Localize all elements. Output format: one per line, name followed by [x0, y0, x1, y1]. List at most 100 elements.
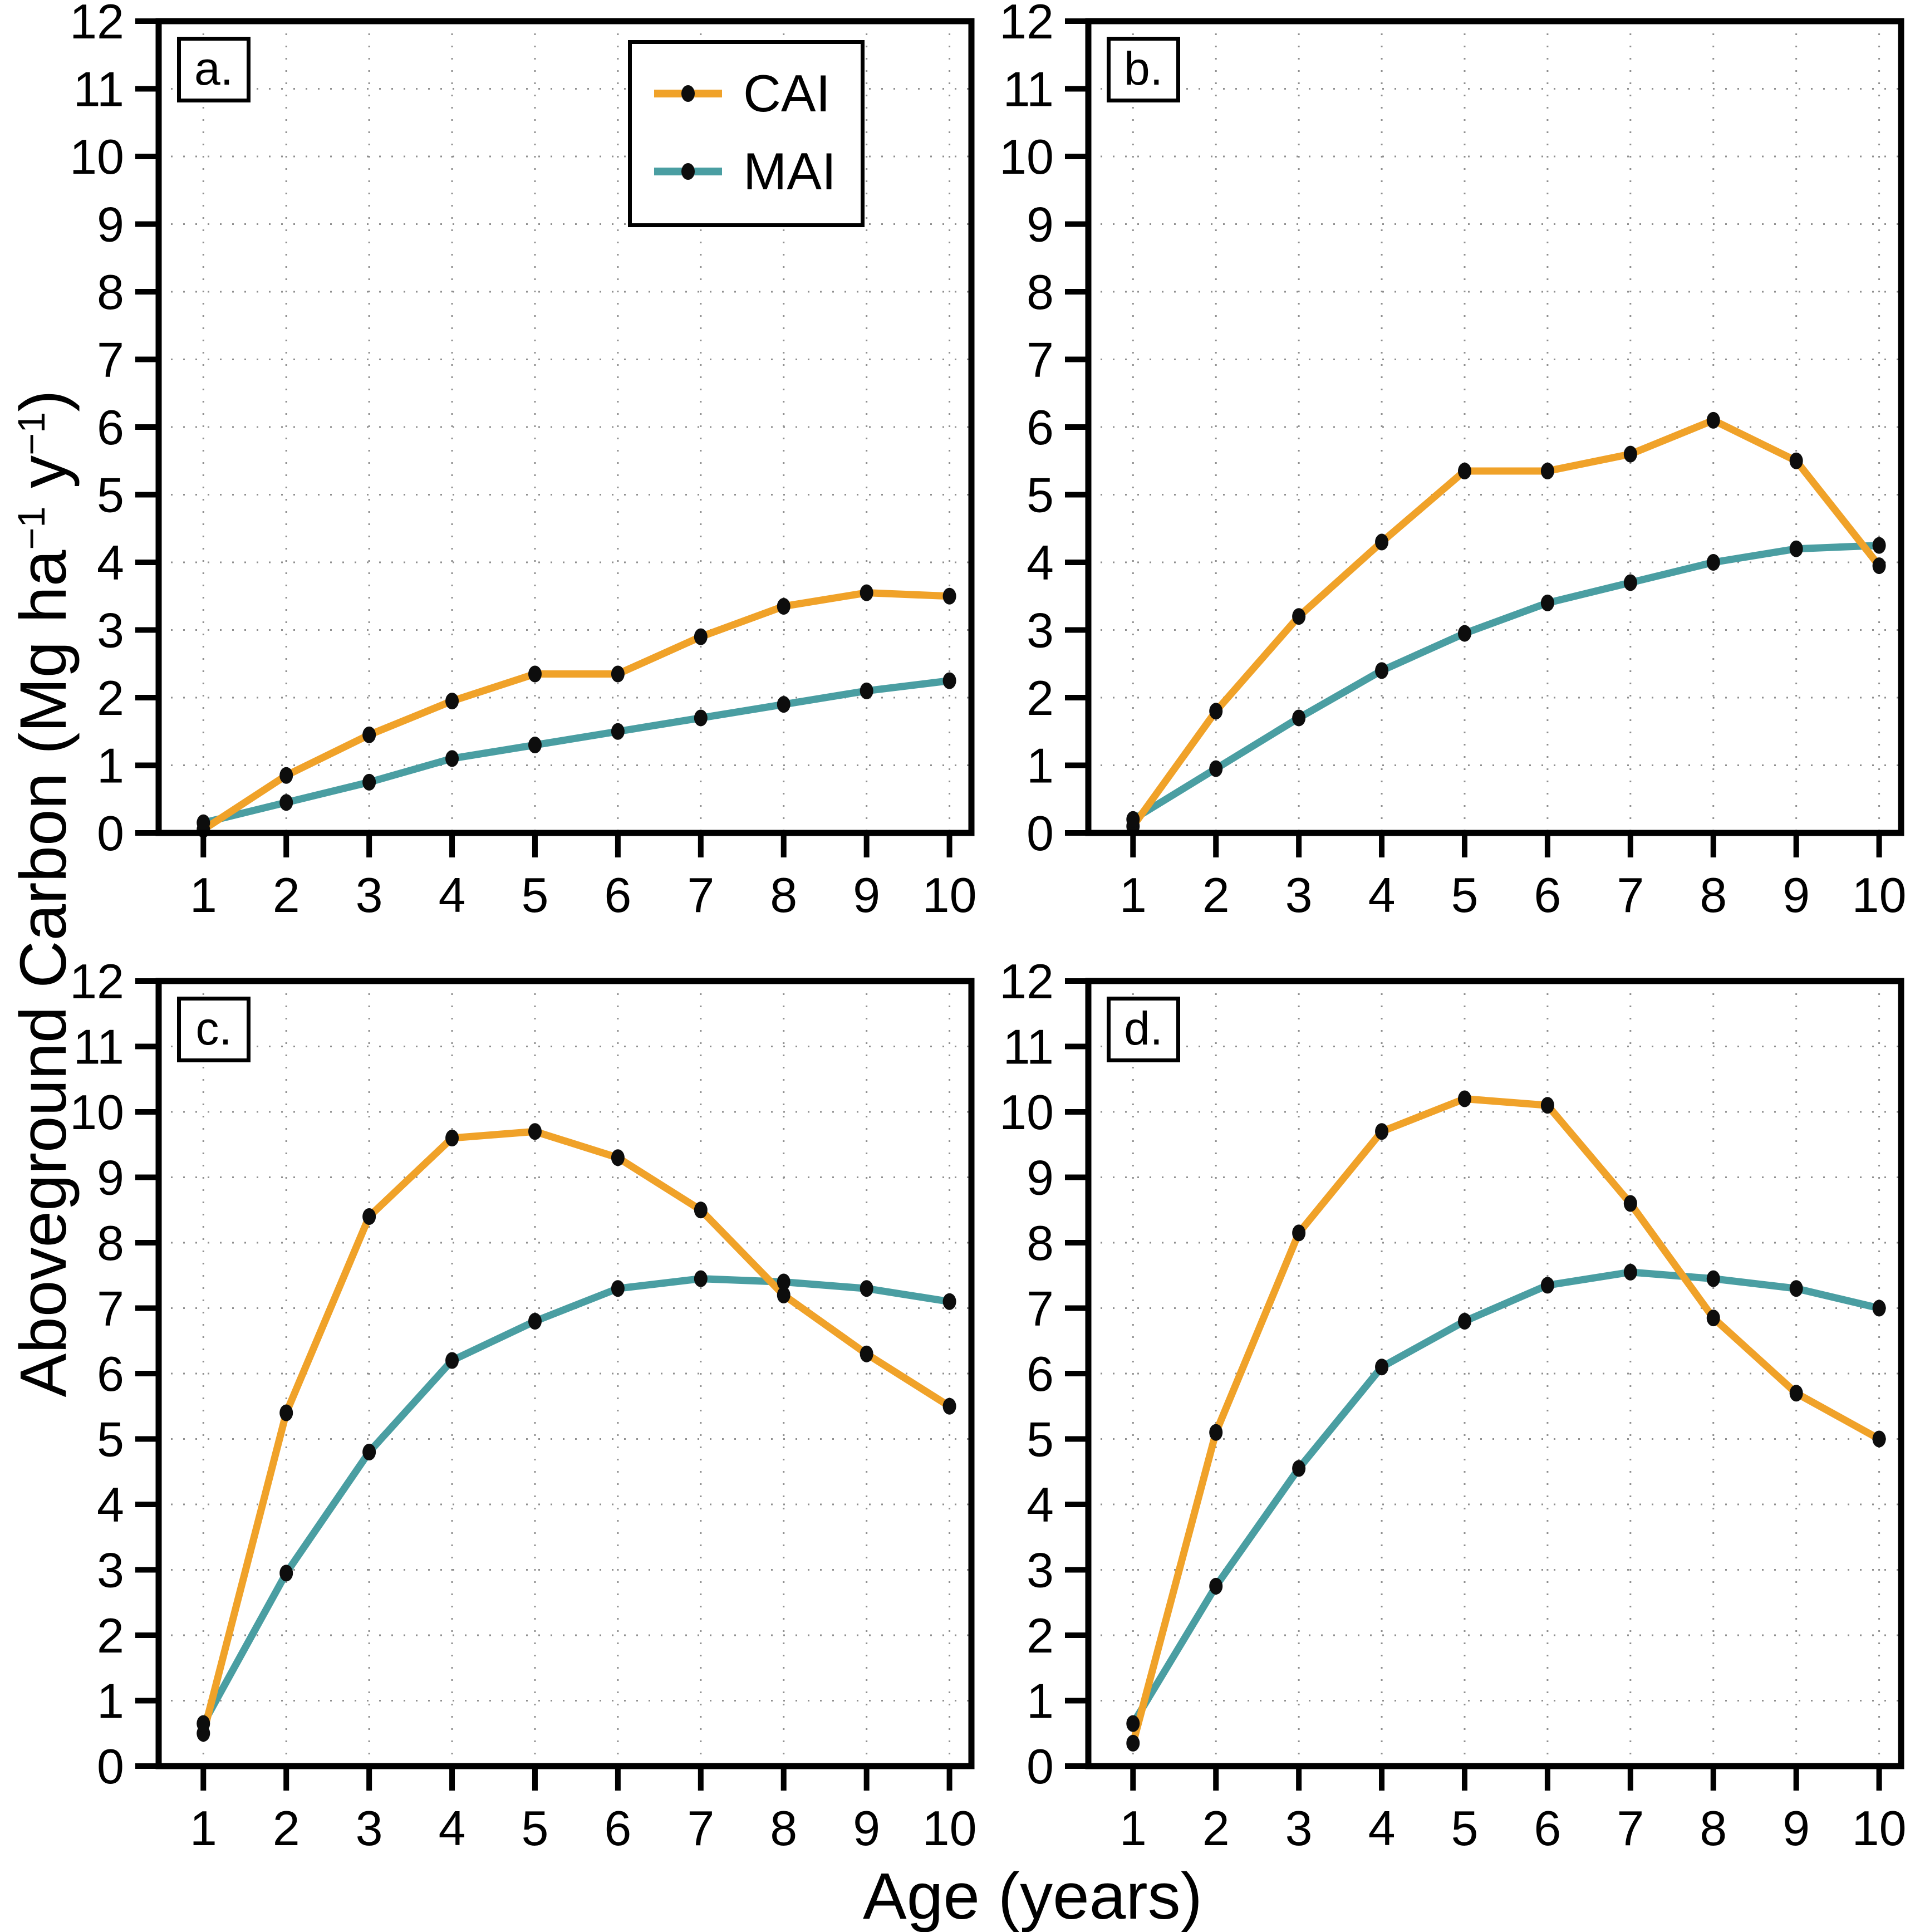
x-tick-label: 9 — [853, 867, 880, 923]
y-tick-label: 6 — [1027, 1346, 1054, 1401]
x-tick-label: 10 — [1852, 1801, 1907, 1856]
x-tick-label: 10 — [1852, 867, 1907, 923]
x-tick-label: 5 — [522, 867, 549, 923]
ylabel-superscript: −1 — [10, 506, 53, 550]
panel-label-a: a. — [177, 37, 251, 102]
panel-label-b: b. — [1107, 37, 1180, 102]
marker-cai-age-2 — [1209, 1424, 1223, 1441]
x-tick-label: 4 — [439, 867, 466, 923]
x-tick-label: 6 — [1534, 867, 1561, 923]
panel-label-c: c. — [177, 997, 251, 1062]
marker-cai-age-6 — [1540, 1097, 1554, 1114]
y-tick-label: 6 — [97, 1346, 124, 1401]
y-tick-label: 6 — [97, 400, 124, 455]
marker-cai-age-10 — [942, 587, 956, 605]
marker-mai-age-9 — [1789, 540, 1803, 557]
legend: CAI MAI — [628, 40, 865, 227]
y-tick-label: 3 — [97, 1543, 124, 1598]
y-tick-label: 12 — [999, 954, 1054, 1009]
x-tick-label: 8 — [1700, 867, 1727, 923]
x-tick-label: 6 — [1534, 1801, 1561, 1856]
x-tick-label: 2 — [273, 1801, 300, 1856]
x-tick-label: 2 — [273, 867, 300, 923]
plot-border — [155, 978, 975, 1769]
gridlines — [159, 21, 971, 833]
y-tick-label: 9 — [1027, 197, 1054, 252]
marker-cai-age-6 — [611, 1149, 625, 1166]
gridlines — [159, 981, 971, 1766]
y-tick-label: 11 — [1003, 1019, 1054, 1075]
y-tick-label: 9 — [97, 1150, 124, 1205]
marker-mai-age-3 — [1292, 1460, 1306, 1477]
marker-cai-age-4 — [445, 1130, 459, 1146]
marker-mai-age-2 — [1209, 760, 1223, 777]
marker-mai-age-4 — [445, 750, 459, 767]
y-tick-label: 4 — [1027, 535, 1054, 590]
marker-cai-age-7 — [1623, 445, 1637, 463]
marker-mai-age-6 — [611, 1280, 625, 1297]
x-tick-label: 3 — [1285, 867, 1313, 923]
marker-mai-age-4 — [1375, 662, 1389, 679]
marker-mai-age-7 — [694, 709, 708, 727]
marker-mai-age-4 — [445, 1352, 459, 1369]
marker-cai-age-5 — [528, 665, 542, 683]
ylabel-text: Aboveground Carbon (Mg ha — [7, 550, 80, 1397]
y-tick-label: 3 — [1027, 603, 1054, 658]
marker-mai-age-9 — [860, 682, 873, 699]
y-tick-label: 12 — [70, 0, 124, 49]
series-markers — [1126, 411, 1886, 835]
marker-mai-age-8 — [777, 1273, 790, 1291]
marker-mai-age-8 — [777, 696, 790, 713]
marker-cai-age-5 — [528, 1123, 542, 1140]
marker-cai-age-4 — [1375, 533, 1389, 551]
y-tick-label: 11 — [73, 62, 124, 117]
y-tick-label: 5 — [1027, 1412, 1054, 1467]
panel-label-d: d. — [1107, 997, 1180, 1062]
marker-cai-age-9 — [1789, 452, 1803, 469]
x-tick-label: 8 — [770, 867, 797, 923]
axis-ticks — [1065, 18, 1882, 857]
marker-mai-age-10 — [1872, 1300, 1886, 1317]
y-tick-label: 11 — [73, 1019, 124, 1075]
cai-swatch — [654, 85, 722, 102]
x-tick-label: 6 — [604, 867, 631, 923]
x-tick-label: 4 — [1368, 1801, 1396, 1856]
x-tick-label: 10 — [922, 1801, 977, 1856]
y-tick-label: 4 — [1027, 1477, 1054, 1532]
y-tick-label: 2 — [1027, 670, 1054, 725]
line-cai — [199, 1127, 954, 1737]
marker-mai-age-1 — [1126, 1715, 1140, 1732]
gridlines — [1088, 981, 1901, 1766]
legend-label-cai: CAI — [743, 64, 831, 122]
axis-ticks — [1065, 978, 1882, 1791]
marker-mai-age-2 — [279, 794, 293, 811]
y-tick-label: 1 — [1027, 1674, 1054, 1729]
y-axis-title: Aboveground Carbon (Mg ha−1 y−1) — [6, 390, 81, 1397]
marker-mai-age-2 — [1209, 1577, 1223, 1595]
y-tick-label: 10 — [70, 1085, 124, 1140]
marker-mai-age-6 — [1540, 594, 1554, 611]
marker-cai-age-8 — [777, 597, 790, 615]
plot-border — [1085, 978, 1904, 1769]
series-markers — [197, 1123, 956, 1742]
series-lines — [1129, 416, 1883, 830]
mai-marker-dot-icon — [681, 163, 695, 180]
line-cai — [1129, 416, 1883, 830]
x-tick-label: 4 — [439, 1801, 466, 1856]
y-tick-label: 10 — [70, 129, 124, 184]
line-cai — [1129, 1095, 1883, 1747]
marker-mai-age-3 — [1292, 709, 1306, 727]
series-lines — [199, 589, 954, 833]
x-tick-labels: 1 2 3 4 5 6 7 8 9 10 — [190, 1801, 977, 1856]
y-tick-label: 1 — [1027, 738, 1054, 793]
x-tick-label: 6 — [604, 1801, 631, 1856]
y-tick-label: 12 — [999, 0, 1054, 49]
x-tick-label: 3 — [1285, 1801, 1313, 1856]
x-tick-label: 5 — [1451, 867, 1479, 923]
marker-mai-age-3 — [362, 1444, 376, 1460]
x-tick-label: 2 — [1202, 867, 1230, 923]
marker-mai-age-9 — [860, 1280, 873, 1297]
x-tick-label: 7 — [687, 867, 714, 923]
marker-cai-age-6 — [1540, 462, 1554, 479]
